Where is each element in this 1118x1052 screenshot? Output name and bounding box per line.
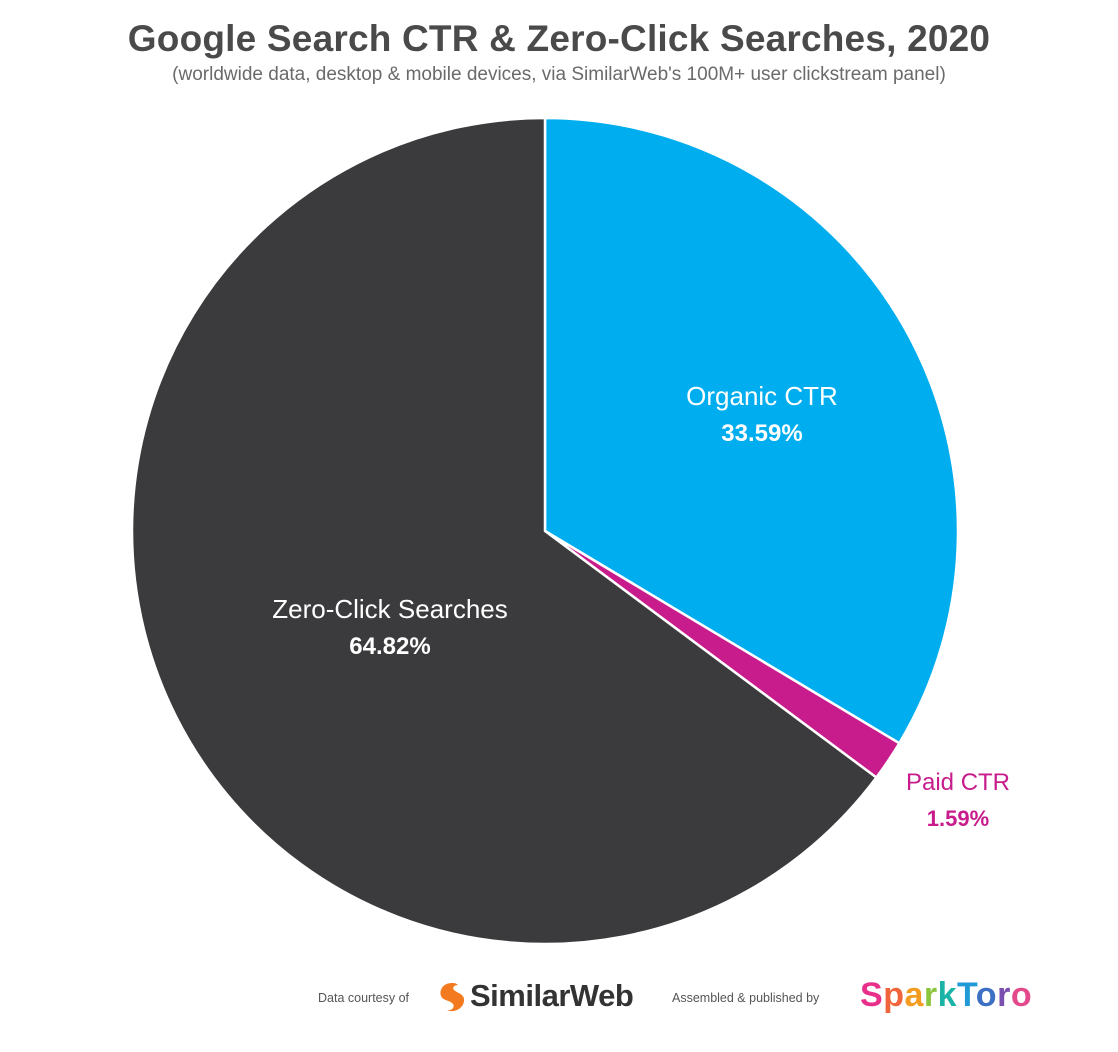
chart-title: Google Search CTR & Zero-Click Searches,…: [127, 18, 991, 59]
similarweb-logo: SimilarWeb: [470, 978, 634, 1013]
similarweb-logo-icon: [440, 983, 465, 1012]
pie-slice-zero-click: [130, 116, 878, 946]
slice-label-paid-ctr: Paid CTR: [906, 769, 1010, 796]
data-credit-text: Data courtesy of: [318, 991, 410, 1005]
slice-value-organic-ctr: 33.59%: [721, 420, 802, 447]
sparktoro-letter: a: [904, 976, 924, 1014]
slice-value-paid-ctr: 1.59%: [927, 806, 989, 831]
sparktoro-letter: r: [997, 976, 1011, 1014]
sparktoro-letter: T: [957, 976, 976, 1014]
pie-chart: Organic CTR 33.59% Paid CTR 1.59% Zero-Click…: [130, 116, 1010, 946]
sparktoro-letter: o: [975, 976, 998, 1014]
publish-credit-text: Assembled & published by: [672, 991, 820, 1005]
slice-label-organic-ctr: Organic CTR: [686, 381, 838, 411]
slice-label-zero-click: Zero-Click Searches: [272, 594, 508, 624]
pie-slice-organic-ctr: [543, 116, 960, 745]
sparktoro-letter: o: [1010, 976, 1033, 1014]
footer: Data courtesy of SimilarWeb Assembled & …: [0, 976, 1118, 1020]
sparktoro-letter: r: [923, 976, 938, 1014]
sparktoro-logo: SparkToro: [860, 976, 1032, 1015]
sparktoro-letter: k: [937, 976, 958, 1014]
slice-value-zero-click: 64.82%: [349, 633, 430, 660]
chart-subtitle: (worldwide data, desktop & mobile device…: [172, 64, 946, 85]
sparktoro-letter: p: [883, 976, 905, 1014]
sparktoro-letter: S: [860, 976, 884, 1014]
